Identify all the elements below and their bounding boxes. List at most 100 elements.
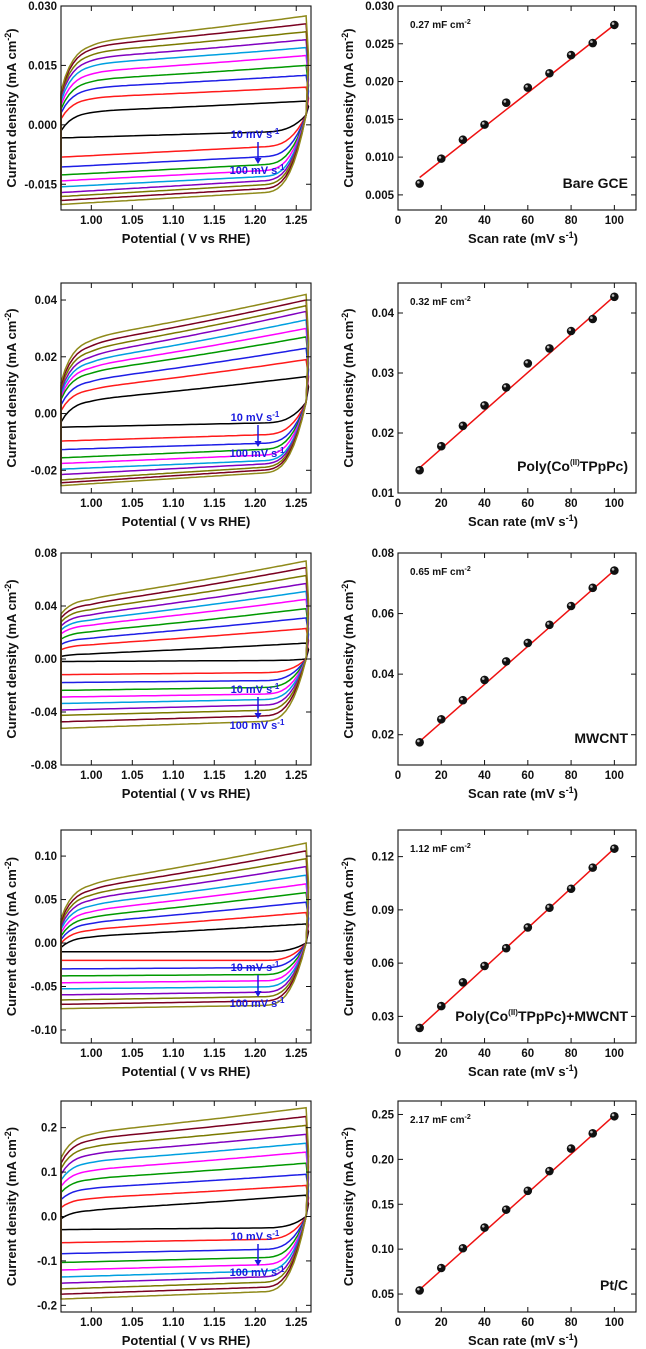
x-tick-label: 40 <box>478 498 491 510</box>
y-tick-label: 0.06 <box>372 958 394 970</box>
cv-series-group <box>60 842 310 1010</box>
rate-label-end: 100 mV s-1 <box>230 996 285 1010</box>
capacitance-label: 1.12 mF cm-2 <box>410 843 471 855</box>
x-axis-label: Scan rate (mV s-1) <box>468 1063 578 1079</box>
data-point <box>480 675 489 685</box>
y-tick-label: 0.2 <box>41 1123 57 1135</box>
rate-arrow-head <box>254 713 262 719</box>
data-point <box>523 923 533 932</box>
y-tick-label: 0.000 <box>28 120 57 132</box>
x-axis-label: Scan rate (mV s-1) <box>468 1332 578 1348</box>
data-point-highlight <box>525 1188 528 1191</box>
x-tick-label: 1.05 <box>121 498 144 510</box>
data-point-highlight <box>525 924 528 928</box>
plot-frame <box>60 552 312 766</box>
data-point-highlight <box>503 384 507 388</box>
rate-label-start: 10 mV s-1 <box>231 410 280 424</box>
data-point <box>436 1001 446 1011</box>
y-tick-label: -0.10 <box>31 1025 57 1037</box>
y-tick-label: 0.25 <box>372 1109 395 1121</box>
data-point-highlight <box>525 360 528 364</box>
data-point <box>523 638 533 648</box>
x-tick-label: 1.10 <box>162 1317 184 1329</box>
y-tick-label: 0.0 <box>41 1211 57 1223</box>
data-point-highlight <box>438 1003 442 1007</box>
data-point-highlight <box>568 328 572 332</box>
x-tick-label: 1.05 <box>121 770 144 782</box>
cv-curve-100-mv <box>60 293 310 487</box>
x-tick-label: 1.20 <box>244 498 266 510</box>
cv-curve-40-mv <box>60 1162 310 1264</box>
x-tick-label: 1.10 <box>162 498 184 510</box>
cv-curve-100-mv <box>60 15 310 206</box>
cv-curve-20-mv <box>60 86 310 158</box>
y-tick-label: 0.08 <box>35 548 58 560</box>
x-tick-label: 100 <box>605 215 624 227</box>
x-tick-label: 60 <box>521 770 534 782</box>
data-point <box>566 1144 576 1153</box>
x-tick-label: 100 <box>605 1048 624 1060</box>
y-tick-label: 0.04 <box>372 669 395 681</box>
cv-curve-100-mv <box>60 842 310 1010</box>
y-tick-label: 0.10 <box>35 851 57 863</box>
data-point-highlight <box>590 1130 593 1134</box>
data-point <box>458 421 468 431</box>
x-tick-label: 1.25 <box>285 215 308 227</box>
data-point-highlight <box>546 905 550 908</box>
plot-frame <box>397 282 637 494</box>
rate-label-end: 100 mV s-1 <box>230 1265 285 1279</box>
x-tick-label: 1.15 <box>203 770 226 782</box>
rate-label-start: 10 mV s-1 <box>231 960 280 974</box>
x-tick-label: 1.10 <box>162 770 184 782</box>
data-point <box>523 359 533 368</box>
y-tick-label: 0.00 <box>35 938 57 950</box>
sample-label: Bare GCE <box>563 175 628 191</box>
data-point-highlight <box>481 963 485 966</box>
plot-frame <box>397 829 637 1044</box>
y-tick-label: 0.12 <box>372 852 394 864</box>
data-point-highlight <box>611 846 615 849</box>
y-tick-label: 0.015 <box>28 60 57 72</box>
x-tick-label: 40 <box>478 215 491 227</box>
y-tick-label: 0.030 <box>365 1 394 13</box>
x-tick-label: 20 <box>435 1317 448 1329</box>
x-tick-label: 1.20 <box>244 1317 266 1329</box>
y-tick-label: 0.03 <box>372 368 394 380</box>
data-point <box>610 1111 619 1121</box>
data-point-highlight <box>568 886 572 889</box>
data-point-highlight <box>611 567 615 571</box>
x-tick-label: 1.20 <box>244 215 266 227</box>
data-point-highlight <box>590 40 593 44</box>
sample-label: Poly(Co(II)TPpPc)+MWCNT <box>455 1008 628 1024</box>
capacitance-label: 0.65 mF cm-2 <box>410 566 471 578</box>
data-point-highlight <box>546 345 550 349</box>
rate-label-end: 100 mV s-1 <box>230 163 285 177</box>
x-tick-label: 20 <box>435 770 448 782</box>
y-tick-label: 0.01 <box>372 488 395 500</box>
data-point <box>588 863 598 872</box>
cv-series-group <box>60 560 310 730</box>
y-tick-label: 0.04 <box>372 308 395 320</box>
data-point-highlight <box>525 85 528 88</box>
data-point <box>436 1263 446 1273</box>
data-point <box>415 1286 424 1295</box>
x-tick-label: 1.00 <box>80 1048 102 1060</box>
sample-label: Pt/C <box>600 1277 628 1293</box>
y-axis-label: Current density (mA cm-2) <box>3 308 19 467</box>
data-point <box>458 1243 468 1253</box>
x-tick-label: 1.25 <box>285 1317 308 1329</box>
capacitance-label: 0.32 mF cm-2 <box>410 296 471 308</box>
plot-frame <box>60 829 312 1044</box>
data-point-highlight <box>438 716 442 720</box>
x-tick-label: 0 <box>395 770 401 782</box>
x-tick-label: 1.15 <box>203 498 226 510</box>
x-tick-label: 1.05 <box>121 1317 144 1329</box>
y-tick-label: 0.15 <box>372 1199 395 1211</box>
y-tick-label: -0.1 <box>37 1256 57 1268</box>
y-tick-label: 0.025 <box>365 39 394 51</box>
y-axis-label: Current density (mA cm-2) <box>3 857 19 1016</box>
y-tick-label: 0.20 <box>372 1154 394 1166</box>
rate-label-end: 100 mV s-1 <box>230 446 285 460</box>
linear-fit-panel: 0 20 40 60 80 100 0.03 0.06 0.09 0.12 1.12 mF cm-2… <box>340 829 637 1079</box>
